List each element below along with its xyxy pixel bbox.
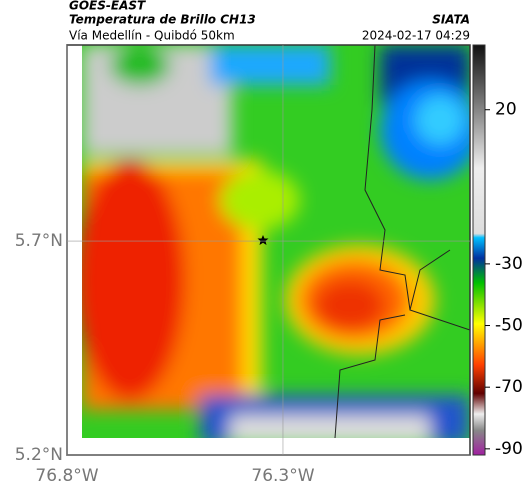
title: GOES-EAST (69, 0, 146, 13)
colorbar-label: -30 (495, 254, 523, 274)
colorbar-label: -70 (495, 377, 523, 397)
colorbar-label: 20 (495, 100, 517, 120)
axes: 5.7°N 5.2°N76.8°W 76.3°W 20 -30 -50 -70 -90 (15, 45, 523, 486)
lon-label: 76.3°W (251, 466, 314, 486)
source: SIATA (432, 13, 470, 27)
lat-label: 5.7°N (15, 231, 63, 251)
colorbar (472, 44, 486, 456)
region: Vía Medellín - Quibdó 50km (69, 29, 235, 43)
lat-label: 5.2°N (15, 445, 63, 465)
datetime: 2024-02-17 04:29 (362, 29, 470, 43)
satellite-image (82, 45, 470, 438)
colorbar-label: -50 (495, 316, 523, 336)
subtitle: Temperatura de Brillo CH13 (69, 13, 256, 27)
colorbar-label: -90 (495, 439, 523, 459)
lon-label: 76.8°W (35, 466, 98, 486)
